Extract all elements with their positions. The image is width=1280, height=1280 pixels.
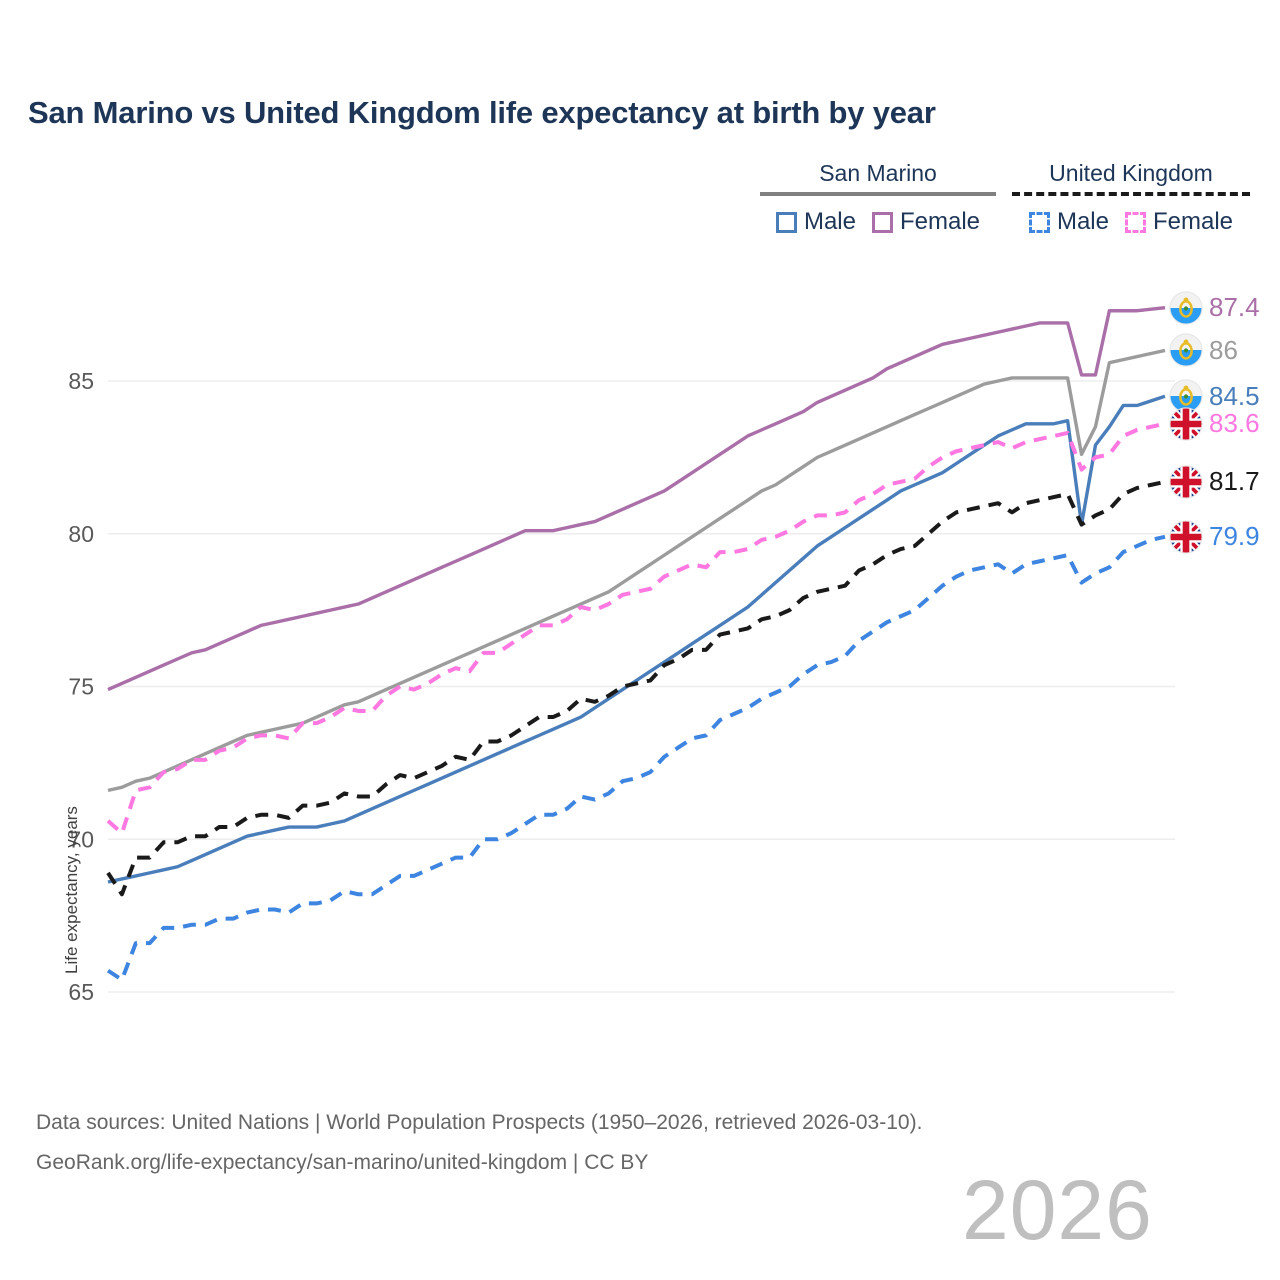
legend-group-san-marino: San Marino Male Female [760,160,996,236]
legend-swatch-icon [775,211,797,233]
footer-attribution: GeoRank.org/life-expectancy/san-marino/u… [36,1151,649,1174]
y-axis-tick-label: 85 [68,368,94,394]
line-chart-svg: 65 70 75 80 85 1950 1960 1970 1980 1990 2000 2010 2… [68,305,1175,1020]
legend-rule-united-kingdom [1012,192,1250,196]
legend-swatch-icon [1028,211,1050,233]
series-line-san-marino-total [107,348,1166,793]
y-axis-tick-label: 65 [68,979,94,1005]
y-axis-tick-label: 70 [68,826,94,852]
year-watermark: 2026 [962,1163,1153,1257]
san-marino-flag-icon [1169,379,1203,413]
legend-group-title-united-kingdom: United Kingdom [1049,160,1213,186]
end-label-value: 84.5 [1209,380,1260,411]
legend-group-title-san-marino: San Marino [819,160,937,186]
united-kingdom-flag-icon [1169,465,1203,499]
x-axis-tick-label: 2020 [1056,1019,1107,1020]
y-axis-tick-label: 80 [68,521,94,547]
x-axis-tick-label: 1960 [221,1019,272,1020]
legend-swatch-icon [1125,211,1146,233]
legend-item-label: Male [1056,208,1109,235]
legend-item-united-kingdom-female[interactable]: Female [1125,208,1233,236]
end-label-value: 86 [1209,334,1238,365]
footer-data-sources: Data sources: United Nations | World Pop… [36,1111,923,1134]
legend-item-label: Female [1153,208,1234,235]
legend-rule-san-marino [760,192,996,196]
legend-item-united-kingdom-male[interactable]: Male [1028,208,1109,236]
series-line-united-kingdom-female [106,421,1166,836]
legend-item-label: Female [900,208,981,235]
legend-swatch-icon [872,211,893,233]
gridlines [108,380,1175,993]
series-line-san-marino-female [107,305,1166,692]
x-axis-tick-label: 1950 [82,1019,133,1020]
x-axis-tick-label: 2000 [778,1019,829,1020]
san-marino-flag-icon [1169,333,1203,368]
legend-item-san-marino-male[interactable]: Male [775,208,856,236]
plot-area: 65 70 75 80 85 1950 1960 1970 1980 1990 2000 2010 2… [0,250,1280,1257]
x-axis-tick-label: 2010 [917,1019,968,1020]
legend-item-san-marino-female[interactable]: Female [872,208,980,236]
san-marino-flag-icon [1169,291,1203,325]
end-label-united-kingdom-total: 81.7 [1169,465,1260,499]
end-label-san-marino-male: 84.5 [1169,379,1260,413]
y-axis-tick-labels: 65 70 75 80 85 [68,368,94,1005]
series-line-united-kingdom-male [106,534,1166,982]
united-kingdom-flag-icon [1169,520,1203,554]
legend: San Marino Male Female United Kingdom Ma [760,160,1250,242]
end-label-value: 81.7 [1209,466,1260,497]
end-label-value: 87.4 [1209,292,1260,323]
legend-item-label: Male [803,208,856,235]
data-series-lines [106,305,1166,982]
legend-group-united-kingdom: United Kingdom Male Female [1012,160,1250,236]
end-label-value: 83.6 [1209,408,1260,439]
end-label-united-kingdom-female: 83.6 [1169,407,1260,441]
united-kingdom-flag-icon [1169,407,1203,441]
end-label-san-marino-female: 87.4 [1169,291,1260,325]
x-axis-tick-labels: 1950 1960 1970 1980 1990 2000 2010 2020 [82,1019,1107,1020]
end-label-value: 79.9 [1209,521,1260,552]
x-axis-tick-label: 1970 [361,1019,412,1020]
end-label-united-kingdom-male: 79.9 [1169,520,1260,554]
series-line-united-kingdom-total [106,479,1166,897]
end-label-san-marino-total: 86 [1169,333,1238,368]
x-axis-tick-label: 1990 [639,1019,690,1020]
y-axis-tick-label: 75 [68,674,94,700]
y-axis-title: Life expectancy, years [62,806,81,974]
x-axis-tick-label: 1980 [500,1019,551,1020]
series-line-san-marino-male [107,394,1166,884]
footer: Data sources: United Nations | World Pop… [36,1103,1236,1183]
page-title: San Marino vs United Kingdom life expect… [28,95,936,130]
